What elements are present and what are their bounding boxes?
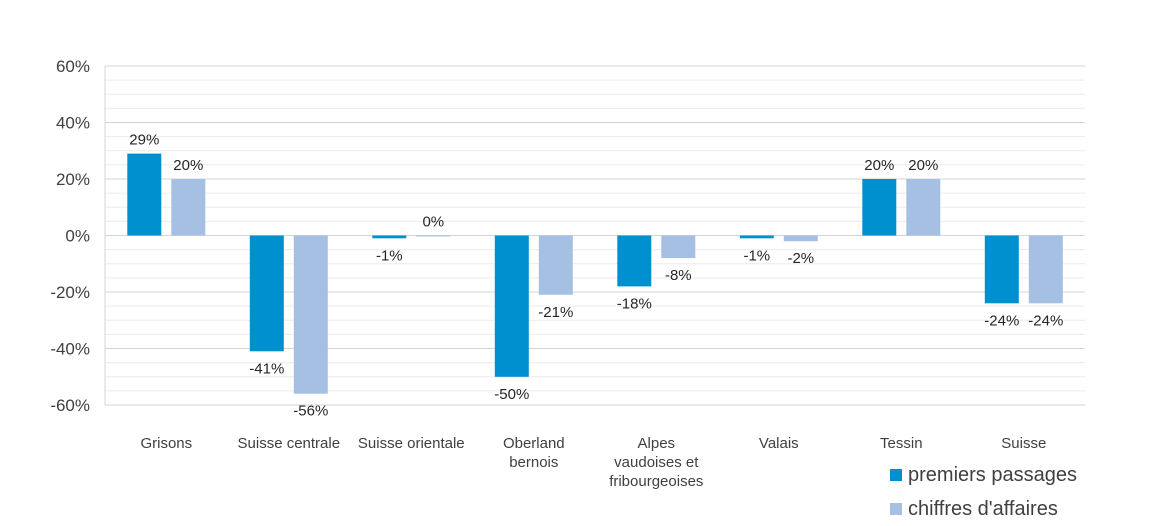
bar-chiffres-affaires <box>293 235 328 394</box>
y-tick-label: 40% <box>56 114 90 133</box>
bar-premiers-passages <box>127 153 162 236</box>
legend-swatch-chiffres-affaires <box>890 503 902 515</box>
bar-chiffres-affaires <box>1028 235 1063 304</box>
data-label: 20% <box>908 157 938 174</box>
y-axis: 60% 40% 20% 0% -20% -40% -60% <box>50 57 90 415</box>
legend-label: chiffres d'affaires <box>908 497 1058 520</box>
bar-premiers-passages <box>494 235 529 377</box>
data-label: -18% <box>617 295 652 312</box>
bar-chiffres-affaires <box>416 235 451 237</box>
x-category-label: Oberland bernois <box>503 435 565 471</box>
y-tick-label: -20% <box>50 283 90 302</box>
legend: premiers passages chiffres d'affaires <box>890 458 1077 526</box>
data-label: 29% <box>129 132 159 149</box>
data-labels: 29% -41% -1% -50% -18% -1% 20% -24% 20% -56% 0% -21… <box>129 132 1063 420</box>
legend-swatch-premiers-passages <box>890 469 902 481</box>
data-label: -8% <box>665 267 692 284</box>
data-label: 20% <box>864 157 894 174</box>
x-category-label: Tessin <box>880 435 923 452</box>
legend-item-chiffres-affaires: chiffres d'affaires <box>890 492 1077 526</box>
data-label: -2% <box>787 250 814 267</box>
legend-item-premiers-passages: premiers passages <box>890 458 1077 492</box>
x-category-label: Grisons <box>140 435 192 452</box>
x-category-label: Valais <box>759 435 799 452</box>
x-axis: Grisons Suisse centrale Suisse orientale Ob… <box>140 435 1046 490</box>
data-label: -21% <box>538 304 573 321</box>
legend-label: premiers passages <box>908 463 1077 486</box>
y-tick-label: -40% <box>50 340 90 359</box>
bar-chiffres-affaires <box>538 235 573 295</box>
data-label: -56% <box>293 403 328 420</box>
bar-premiers-passages <box>984 235 1019 304</box>
bar-chiffres-affaires <box>783 235 818 242</box>
bars <box>127 153 1063 394</box>
bar-premiers-passages <box>372 235 407 239</box>
data-label: -1% <box>376 247 403 264</box>
x-category-label: Suisse orientale <box>358 435 465 452</box>
y-tick-label: 60% <box>56 57 90 76</box>
y-tick-label: 20% <box>56 170 90 189</box>
bar-chiffres-affaires <box>661 235 696 259</box>
y-tick-label: -60% <box>50 396 90 415</box>
bar-premiers-passages <box>249 235 284 352</box>
x-category-label: Suisse <box>1001 435 1046 452</box>
data-label: 0% <box>422 214 444 231</box>
y-tick-label: 0% <box>65 227 90 246</box>
bar-chiffres-affaires <box>171 179 206 236</box>
data-label: -41% <box>249 360 284 377</box>
x-category-label: Alpes vaudoises et fribourgeoises <box>609 435 703 490</box>
bar-premiers-passages <box>862 179 897 236</box>
x-category-label: Suisse centrale <box>238 435 341 452</box>
data-label: -24% <box>1028 312 1063 329</box>
bar-premiers-passages <box>739 235 774 239</box>
bar-premiers-passages <box>617 235 652 287</box>
data-label: -50% <box>494 386 529 403</box>
data-label: -1% <box>743 247 770 264</box>
bar-chiffres-affaires <box>906 179 941 236</box>
data-label: -24% <box>984 312 1019 329</box>
data-label: 20% <box>173 157 203 174</box>
